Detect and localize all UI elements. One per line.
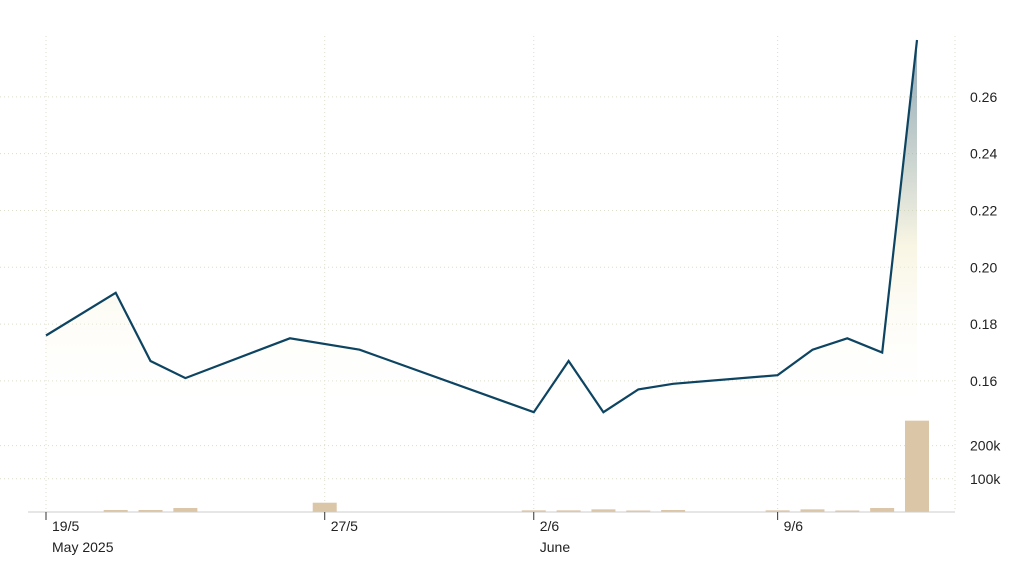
volume-bars	[103, 420, 929, 512]
volume-bar	[591, 509, 616, 512]
price-tick-label: 0.24	[970, 146, 997, 162]
volume-bar	[661, 510, 686, 512]
volume-bar	[138, 510, 163, 512]
price-tick-label: 0.20	[970, 259, 997, 275]
volume-bar	[835, 510, 860, 512]
volume-bar	[173, 508, 198, 512]
price-area	[46, 40, 917, 415]
x-tick-sublabel: June	[540, 539, 571, 555]
x-tick-label: 2/6	[540, 518, 560, 534]
price-tick-label: 0.22	[970, 202, 997, 218]
volume-bar	[103, 510, 128, 512]
volume-bar	[800, 509, 825, 512]
price-line-series	[45, 39, 919, 414]
volume-bar	[870, 508, 895, 512]
axes: 0.16 0.18 0.20 0.22 0.24 0.26 100k 200k 19/5 May …	[28, 89, 1001, 555]
x-tick-sublabel: May 2025	[52, 539, 114, 555]
volume-bar	[765, 510, 790, 512]
volume-bar	[626, 510, 651, 512]
grid-lines	[0, 36, 956, 512]
price-tick-label: 0.16	[970, 373, 997, 389]
x-tick-label: 19/5	[52, 518, 79, 534]
volume-bar	[556, 510, 581, 512]
volume-tick-label: 200k	[970, 438, 1001, 454]
price-tick-label: 0.26	[970, 89, 997, 105]
price-area-fill	[46, 40, 917, 415]
x-tick-label: 9/6	[784, 518, 804, 534]
volume-bar	[905, 420, 929, 512]
price-line	[45, 39, 919, 414]
volume-bar	[312, 502, 337, 512]
price-tick-label: 0.18	[970, 316, 997, 332]
volume-tick-label: 100k	[970, 471, 1001, 487]
volume-bar	[521, 510, 546, 512]
x-tick-label: 27/5	[331, 518, 358, 534]
